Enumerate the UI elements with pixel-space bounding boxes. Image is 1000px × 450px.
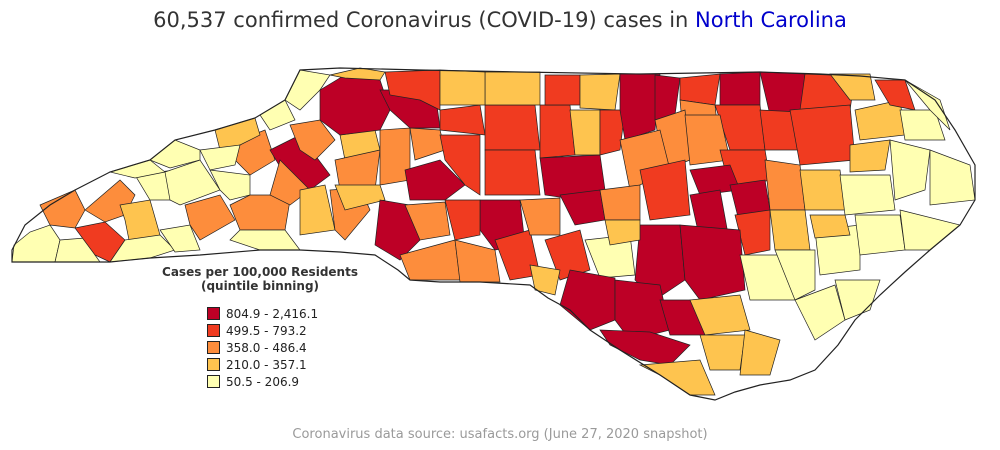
legend-item: 499.5 - 793.2 [207, 322, 360, 339]
legend-item: 358.0 - 486.4 [207, 339, 360, 356]
county-shape [109, 234, 176, 263]
county-shape [739, 329, 781, 376]
county-shape [719, 71, 761, 106]
county-layer [11, 67, 976, 396]
county-shape [634, 224, 686, 301]
county-shape [679, 73, 721, 106]
county-shape [839, 174, 896, 216]
county-shape [519, 197, 561, 236]
county-shape [809, 214, 851, 239]
legend-title-line2: (quintile binning) [200, 279, 320, 293]
legend-swatch [207, 341, 220, 354]
county-shape [899, 209, 961, 251]
county-shape [444, 199, 481, 241]
legend-label: 499.5 - 793.2 [226, 323, 307, 338]
county-shape [439, 134, 481, 196]
legend-swatch [207, 324, 220, 337]
county-shape [11, 224, 61, 263]
county-shape [774, 249, 816, 301]
county-shape [569, 109, 601, 156]
title-prefix: 60,537 confirmed Coronavirus (COVID-19) … [153, 8, 696, 32]
legend-item: 50.5 - 206.9 [207, 373, 360, 390]
county-shape [829, 73, 876, 101]
county-shape [319, 74, 391, 136]
county-shape [544, 74, 581, 106]
county-shape [899, 109, 946, 141]
legend-label: 210.0 - 357.1 [226, 357, 307, 372]
county-shape [484, 104, 541, 151]
county-shape [769, 209, 811, 251]
county-shape [929, 149, 976, 206]
county-shape [544, 229, 591, 281]
county-shape [854, 214, 906, 256]
legend-item: 804.9 - 2,416.1 [207, 305, 360, 322]
legend-title-line1: Cases per 100,000 Residents [162, 265, 358, 279]
county-shape [329, 67, 386, 81]
county-shape [789, 104, 856, 166]
county-shape [599, 184, 641, 221]
state-name-link[interactable]: North Carolina [695, 8, 847, 32]
county-shape [799, 169, 846, 211]
county-shape [619, 73, 661, 141]
county-shape [289, 119, 336, 161]
county-shape [409, 127, 446, 161]
county-shape [229, 229, 301, 251]
legend-item: 210.0 - 357.1 [207, 356, 360, 373]
county-shape [439, 69, 486, 106]
county-shape [299, 184, 336, 236]
county-shape [209, 169, 251, 201]
map-title: 60,537 confirmed Coronavirus (COVID-19) … [0, 8, 1000, 32]
county-shape [764, 159, 806, 211]
county-shape [599, 109, 626, 156]
county-shape [679, 224, 746, 301]
county-shape [579, 73, 621, 111]
county-shape [559, 269, 616, 331]
county-shape [604, 219, 641, 246]
county-shape [184, 194, 236, 241]
legend: Cases per 100,000 Residents (quintile bi… [160, 265, 360, 390]
legend-title: Cases per 100,000 Residents (quintile bi… [160, 265, 360, 293]
county-shape [379, 127, 411, 186]
county-shape [484, 71, 541, 106]
county-shape [539, 104, 576, 159]
county-shape [199, 144, 241, 171]
county-shape [689, 294, 751, 336]
legend-swatch [207, 375, 220, 388]
county-shape [374, 199, 421, 261]
county-shape [734, 209, 771, 256]
county-shape [559, 189, 606, 226]
state-outline [11, 67, 976, 401]
county-shape [164, 159, 221, 206]
county-shape [529, 264, 561, 296]
data-source-note: Coronavirus data source: usafacts.org (J… [292, 427, 708, 442]
county-shape [889, 139, 931, 201]
county-shape [639, 159, 691, 221]
legend-label: 804.9 - 2,416.1 [226, 306, 319, 321]
county-shape [849, 139, 891, 173]
county-shape [439, 104, 486, 136]
county-shape [454, 239, 501, 283]
county-shape [334, 184, 386, 211]
county-shape [484, 149, 541, 196]
county-shape [39, 189, 86, 229]
legend-label: 50.5 - 206.9 [226, 374, 300, 389]
legend-swatch [207, 358, 220, 371]
county-shape [834, 279, 881, 321]
county-shape [334, 149, 381, 191]
legend-items: 804.9 - 2,416.1 499.5 - 793.2 358.0 - 48… [160, 305, 360, 390]
county-shape [404, 159, 466, 201]
legend-label: 358.0 - 486.4 [226, 340, 307, 355]
county-shape [159, 224, 201, 253]
county-shape [904, 79, 951, 131]
county-shape [404, 201, 451, 241]
county-shape [638, 359, 716, 396]
legend-swatch [207, 307, 220, 320]
county-shape [699, 334, 746, 371]
